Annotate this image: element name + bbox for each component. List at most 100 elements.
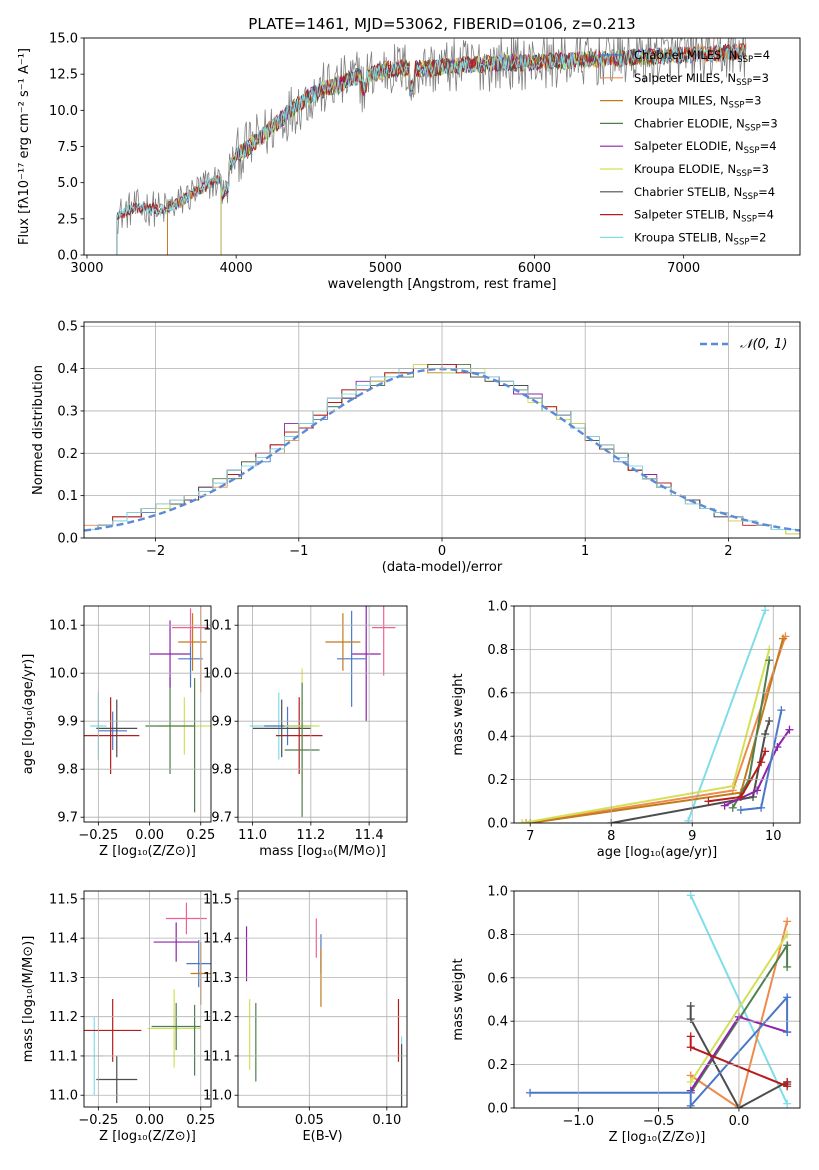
y-axis-label: mass [log₁₀(M/M⊙)]	[21, 936, 36, 1063]
x-tick-label: 7000	[667, 261, 700, 276]
weight-marker	[757, 758, 766, 767]
weight-marker	[783, 1099, 792, 1108]
y-tick-label: 11.5	[203, 892, 232, 907]
y-tick-label: 5.0	[57, 176, 78, 191]
weight-marker	[686, 1101, 695, 1108]
legend-entry: Kroupa STELIB, NSSP=2	[634, 230, 766, 247]
x-axis-label: E(B-V)	[302, 1129, 342, 1144]
errorbar-point	[275, 697, 323, 774]
y-tick-label: 0.4	[487, 1015, 508, 1030]
y-tick-label: 11.3	[203, 971, 232, 986]
weight-marker	[720, 801, 729, 810]
plot-area	[116, 38, 747, 255]
errorbar-point	[252, 699, 311, 758]
weight-marker	[761, 730, 770, 739]
y-axis-label: age [log₁₀(age/yr)]	[21, 654, 36, 775]
weight-marker	[757, 803, 766, 812]
axes-frame	[83, 37, 801, 256]
y-tick-label: 9.7	[57, 811, 78, 826]
weight-marker	[686, 1077, 695, 1086]
y-tick-label: 10.0	[49, 104, 78, 119]
chart-weight-vs-Z: −1.0 −0.5 0.0 0.0 0.2 0.4 0.6 0.8 1.0 Z [log₁₀(Z/…	[451, 885, 801, 1145]
chart-spectrum: 3000 4000 5000 6000 7000 0.0 2.5 5.0 7.5 10.0 12.5…	[17, 32, 801, 292]
errorbar-point	[96, 699, 138, 758]
weight-marker	[518, 819, 527, 823]
x-tick-label: 0.25	[186, 828, 215, 843]
plot-area	[518, 606, 794, 823]
legend-entry: 𝒩(0, 1)	[740, 337, 787, 352]
model-spectrum	[220, 48, 654, 255]
plot-area	[245, 918, 403, 1107]
x-tick-label: 11.0	[238, 828, 267, 843]
weight-marker	[783, 962, 792, 971]
weight-marker	[736, 792, 745, 801]
x-tick-label: −0.25	[78, 1113, 118, 1128]
x-tick-label: −1.0	[562, 1114, 594, 1129]
y-tick-label: 1.0	[487, 885, 508, 900]
y-tick-label: 11.4	[203, 932, 232, 947]
y-tick-label: 10.1	[203, 619, 232, 634]
x-tick-label: −1	[289, 544, 308, 559]
y-axis-label: mass weight	[451, 958, 466, 1040]
legend-entry: Chabrier STELIB, NSSP=4	[634, 185, 775, 202]
weight-marker	[686, 891, 695, 900]
y-tick-label: 0.0	[487, 817, 508, 832]
y-tick-label: 11.2	[203, 1010, 232, 1025]
errorbar-point	[96, 1055, 138, 1104]
y-tick-label: 9.8	[211, 763, 232, 778]
x-tick-label: 0.10	[372, 1113, 401, 1128]
errorbar-point	[98, 711, 128, 750]
y-tick-label: 1.0	[487, 600, 508, 615]
weight-marker	[783, 1077, 792, 1086]
weight-marker	[783, 941, 792, 950]
x-axis-label: (data-model)/error	[382, 560, 503, 575]
axes-frame	[83, 321, 801, 539]
x-tick-label: 3000	[70, 261, 103, 276]
legend-entry: Salpeter MILES, NSSP=3	[634, 71, 769, 88]
chart-age-vs-mass: 11.0 11.2 11.4 9.7 9.8 9.9 10.0 10.1 mass [log₁₀…	[203, 605, 408, 859]
x-axis-label: age [log₁₀(age/yr)]	[597, 845, 718, 860]
axes-frame	[237, 605, 408, 823]
x-tick-label: 7	[526, 829, 534, 844]
errorbar-point	[84, 697, 140, 774]
errorbar-point	[186, 940, 211, 988]
errorbar-point	[149, 620, 191, 688]
x-tick-label: 8	[607, 829, 615, 844]
y-tick-label: 0.3	[57, 404, 78, 419]
weight-marker	[777, 706, 786, 715]
errorbar-point	[145, 678, 195, 774]
weight-marker	[761, 747, 770, 756]
model-spectrum	[220, 49, 654, 255]
weight-marker	[765, 717, 774, 726]
y-tick-label: 0.2	[487, 773, 508, 788]
x-tick-label: 9	[688, 829, 696, 844]
weight-marker	[686, 1002, 695, 1011]
chart-mass-vs-EBV: 0.05 0.10 11.0 11.1 11.2 11.3 11.4 11.5 E(B-V)	[203, 890, 408, 1144]
weight-marker	[783, 917, 792, 926]
errorbar-point	[372, 606, 396, 676]
weight-marker	[686, 1043, 695, 1052]
plot-area	[84, 902, 211, 1104]
figure-title: PLATE=1461, MJD=53062, FIBERID=0106, z=0…	[248, 15, 635, 33]
legend-entry: Chabrier MILES, NSSP=4	[634, 48, 770, 65]
errorbar-point	[147, 989, 201, 1068]
weight-marker	[728, 782, 737, 791]
weight-marker	[749, 792, 758, 801]
y-tick-label: 11.5	[49, 892, 78, 907]
y-tick-label: 11.0	[49, 1089, 78, 1104]
y-axis-label: Flux [fλ10⁻¹⁷ erg cm⁻² s⁻¹ A⁻¹]	[17, 48, 32, 245]
x-tick-label: 5000	[369, 261, 402, 276]
y-tick-label: 0.6	[487, 971, 508, 986]
legend-entry: Kroupa ELODIE, NSSP=3	[634, 162, 769, 179]
chart-weight-vs-age: 7 8 9 10 0.0 0.2 0.4 0.6 0.8 1.0 age [log₁₀(age/yr…	[451, 600, 801, 860]
weight-marker	[526, 1088, 535, 1097]
weight-marker	[686, 1032, 695, 1041]
x-tick-label: 0.25	[186, 1113, 215, 1128]
weight-marker	[783, 1028, 792, 1037]
y-tick-label: 11.4	[49, 932, 78, 947]
axes-frame	[237, 890, 408, 1108]
errorbar-point	[337, 610, 367, 707]
y-tick-label: 7.5	[57, 140, 78, 155]
plot-area	[249, 606, 396, 818]
